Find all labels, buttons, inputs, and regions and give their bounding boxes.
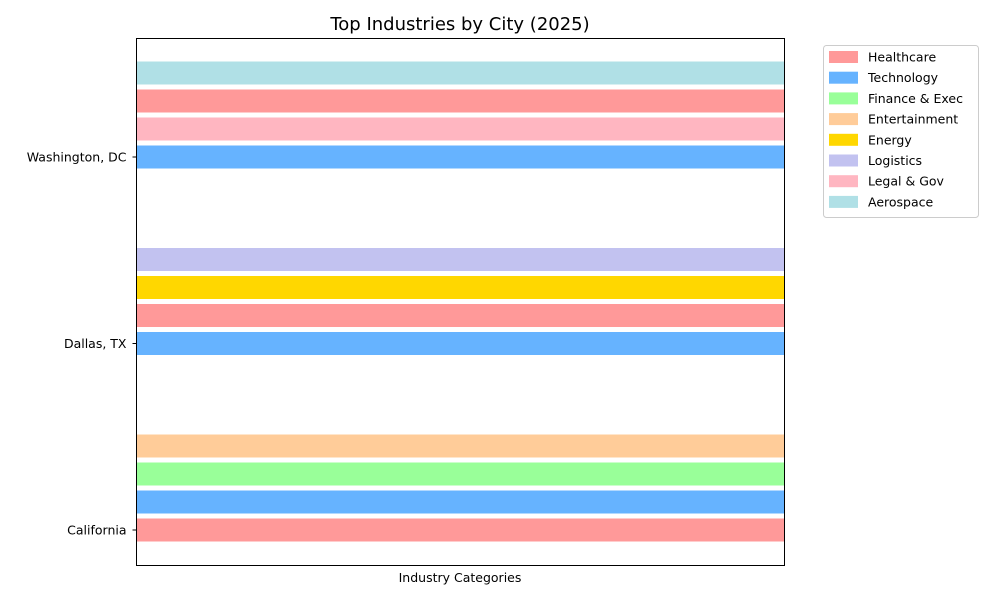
legend-swatch (829, 133, 858, 146)
legend-swatch (829, 175, 858, 188)
legend-label: Finance & Exec (868, 91, 963, 106)
bar-california-finance-exec (136, 462, 785, 486)
bar-california-healthcare (136, 518, 785, 542)
legend-swatch (829, 154, 858, 167)
legend-label: Technology (867, 70, 939, 85)
plot-frame (136, 38, 785, 566)
x-axis-label: Industry Categories (399, 570, 522, 585)
bar-dallas-tx-energy (136, 276, 785, 299)
bar-california-technology (136, 490, 785, 514)
legend-label: Aerospace (868, 194, 934, 209)
y-axis-ticks: California Dallas, TX Washington, DC (27, 150, 137, 538)
legend-label: Logistics (868, 153, 922, 168)
y-tick-label: Dallas, TX (64, 336, 127, 351)
legend-label: Energy (868, 132, 912, 147)
legend-items: Healthcare Technology Finance & Exec Entert… (829, 50, 963, 209)
bars-layer (136, 61, 785, 542)
legend-label: Legal & Gov (868, 174, 945, 189)
legend-swatch (829, 195, 858, 208)
bar-washington-dc-aerospace (136, 61, 785, 85)
y-tick-label: Washington, DC (27, 150, 127, 165)
legend-label: Healthcare (868, 50, 936, 65)
bar-washington-dc-legal-gov (136, 117, 785, 141)
legend-swatch (829, 51, 858, 63)
legend-swatch (829, 113, 858, 126)
y-tick-label: California (67, 523, 126, 538)
bar-california-entertainment (136, 434, 785, 458)
bar-dallas-tx-healthcare (136, 304, 785, 327)
chart-title: Top Industries by City (2025) (329, 14, 589, 35)
legend-frame (823, 45, 979, 218)
legend: Healthcare Technology Finance & Exec Entert… (823, 45, 979, 218)
legend-swatch (829, 71, 858, 84)
bar-dallas-tx-technology (136, 332, 785, 355)
bar-washington-dc-technology (136, 145, 785, 169)
legend-label: Entertainment (868, 112, 958, 127)
bar-washington-dc-healthcare (136, 89, 785, 113)
legend-swatch (829, 92, 858, 105)
bar-dallas-tx-logistics (136, 248, 785, 271)
